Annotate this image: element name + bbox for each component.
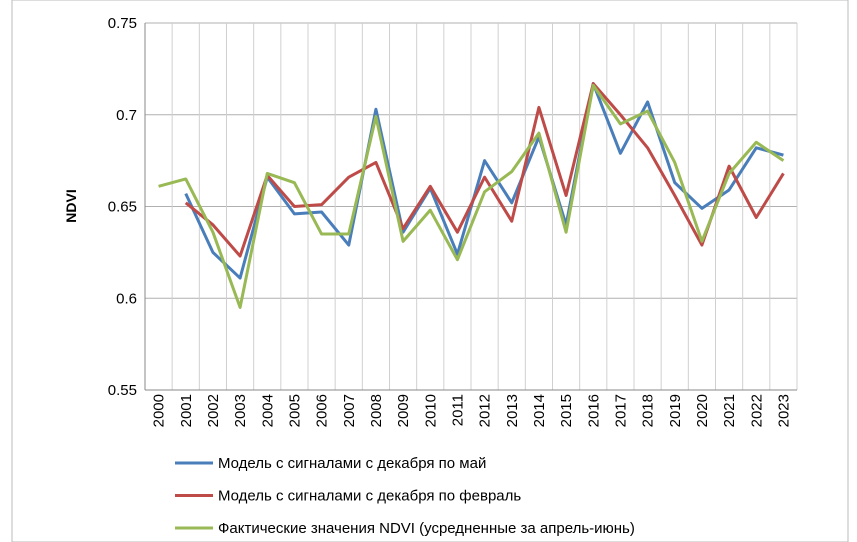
y-tick-label: 0.75 [108,15,137,32]
chart-border [11,0,849,542]
y-tick-label: 0.6 [116,290,137,307]
x-tick-label: 2018 [640,394,657,427]
x-tick-label: 2014 [531,394,548,427]
legend-label: Фактические значения NDVI (усредненные з… [218,520,635,537]
x-tick-label: 2019 [667,394,684,427]
y-tick-label: 0.65 [108,199,137,216]
x-tick-label: 2007 [341,394,358,427]
x-tick-label: 2010 [422,394,439,427]
series-line [158,83,785,309]
x-tick-label: 2004 [259,394,276,427]
x-tick-label: 2006 [314,394,331,427]
series-line [184,82,785,258]
x-tick-label: 2016 [585,394,602,427]
y-tick-label: 0.55 [108,382,137,399]
x-tick-label: 2023 [775,394,792,427]
x-tick-label: 2012 [477,394,494,427]
x-tick-label: 2008 [368,394,385,427]
x-tick-label: 2021 [721,394,738,427]
legend-label: Модель с сигналами с декабря по май [218,455,486,472]
x-tick-label: 2013 [504,394,521,427]
x-tick-label: 2017 [612,394,629,427]
x-tick-label: 2020 [694,394,711,427]
x-tick-label: 2000 [151,394,168,427]
x-tick-label: 2011 [449,394,466,426]
legend-label: Модель с сигналами с декабря по февраль [218,488,521,505]
x-tick-label: 2001 [178,394,195,427]
x-tick-label: 2003 [232,394,249,427]
x-tick-label: 2022 [748,394,765,427]
x-tick-label: 2015 [558,394,575,427]
x-tick-label: 2009 [395,394,412,427]
y-axis-label: NDVI [63,189,79,222]
y-tick-label: 0.7 [116,107,137,124]
x-tick-label: 2005 [286,394,303,427]
x-tick-label: 2002 [205,394,222,427]
